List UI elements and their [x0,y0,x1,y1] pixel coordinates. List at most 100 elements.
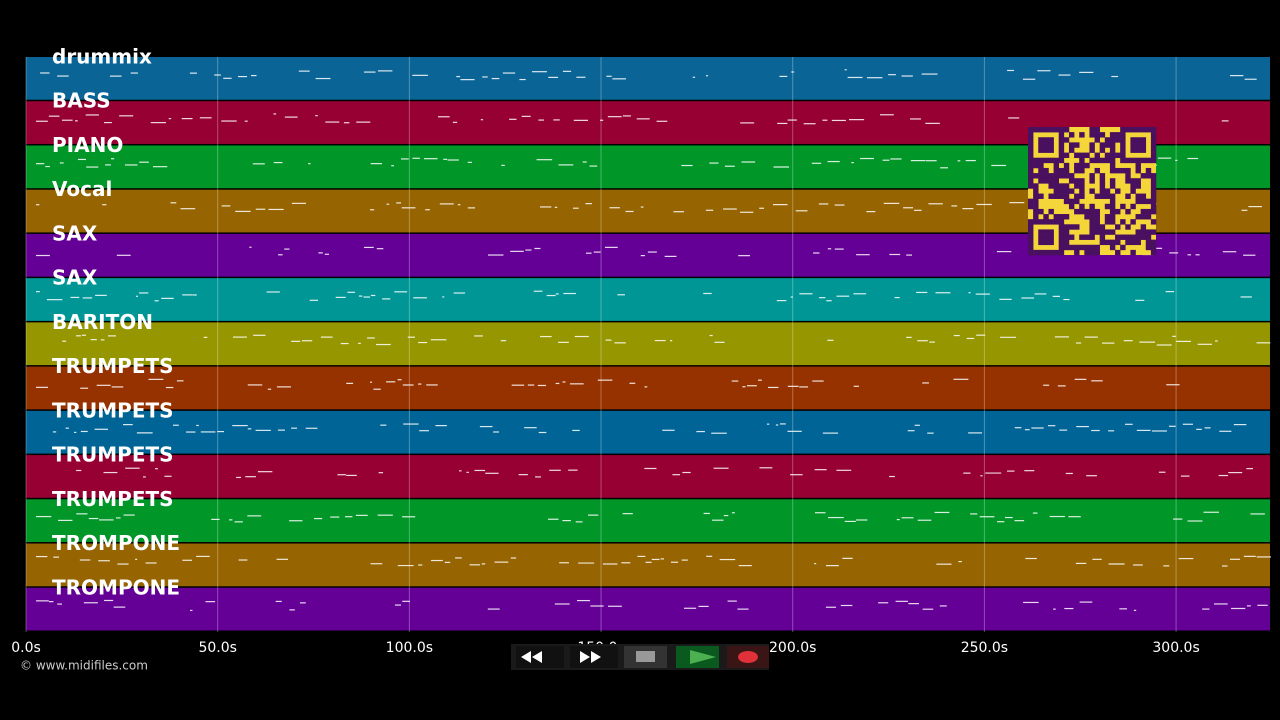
qr-cell [1048,249,1054,256]
qr-cell [1048,157,1054,164]
qr-cell [1058,142,1065,148]
qr-cell [1084,152,1090,159]
qr-cell [1150,178,1157,184]
qr-cell [1140,137,1147,143]
qr-cell [1140,208,1147,215]
track-name: SAX [52,221,98,245]
qr-cell [1120,142,1126,148]
qr-cell [1140,234,1147,240]
qr-cell [1043,239,1049,246]
qr-cell [1145,229,1152,235]
qr-cell [1140,193,1147,199]
qr-cell [1115,132,1121,138]
qr-cell [1063,193,1070,199]
qr-cell [1145,198,1152,205]
qr-cell [1145,157,1152,164]
qr-cell [1150,142,1157,148]
qr-cell [1120,137,1126,143]
qr-cell [1094,214,1100,220]
qr-cell [1063,198,1070,205]
forward-button[interactable] [570,646,618,668]
qr-cell [1099,239,1106,246]
qr-cell [1079,167,1085,174]
qr-cell [1074,162,1080,169]
qr-cell [1104,137,1111,143]
qr-cell [1125,173,1131,179]
track-row [26,587,1270,631]
play-button[interactable] [676,646,719,668]
qr-cell [1079,188,1085,194]
qr-cell [1048,137,1054,143]
stop-button[interactable] [624,646,667,668]
qr-cell [1033,193,1039,199]
qr-cell [1150,132,1157,138]
qr-cell [1048,229,1054,235]
qr-cell [1140,198,1147,205]
qr-cell [1115,239,1121,246]
qr-cell [1089,127,1095,133]
qr-cell [1140,147,1147,153]
qr-cell [1028,152,1034,159]
qr-cell [1033,208,1039,215]
qr-cell [1104,239,1111,246]
qr-cell [1043,173,1049,179]
qr-cell [1099,183,1106,189]
qr-cell [1074,193,1080,199]
qr-cell [1058,147,1065,153]
qr-cell [1120,167,1126,174]
qr-cell [1120,203,1126,210]
qr-cell [1053,249,1060,256]
qr-cell [1094,137,1100,143]
qr-cell [1028,234,1034,240]
qr-cell [1120,147,1126,153]
qr-cell [1028,157,1034,164]
qr-cell [1028,219,1034,225]
qr-cell [1058,193,1065,199]
qr-cell [1150,137,1157,143]
qr-cell [1120,234,1126,240]
qr-cell [1033,249,1039,256]
qr-cell [1079,178,1085,184]
qr-cell [1079,162,1085,169]
qr-cell [1079,132,1085,138]
qr-cell [1089,132,1095,138]
qr-cell [1033,219,1039,225]
track-name: Vocal [52,177,112,201]
rewind-button[interactable] [516,646,564,668]
qr-cell [1115,188,1121,194]
qr-cell [1130,219,1136,225]
qr-cell [1140,173,1147,179]
qr-cell [1074,208,1080,215]
qr-cell [1084,214,1090,220]
qr-cell [1084,162,1090,169]
qr-cell [1074,244,1080,251]
track-name: drummix [52,45,152,69]
qr-cell [1094,208,1100,215]
qr-cell [1048,219,1054,225]
qr-cell [1089,234,1095,240]
qr-cell [1074,224,1080,230]
qr-cell [1145,239,1152,246]
qr-cell [1130,234,1136,240]
track-labels: drummix BASS PIANO Vocal SAX SAX BARITON TRUMPE… [52,45,180,600]
qr-cell [1130,157,1136,164]
qr-cell [1074,183,1080,189]
qr-cell [1028,239,1034,246]
qr-cell [1125,208,1131,215]
qr-cell [1140,157,1147,164]
qr-cell [1109,162,1116,169]
qr-cell [1135,234,1141,240]
qr-cell [1033,198,1039,205]
qr-cell [1094,132,1100,138]
qr-cell [1150,244,1157,251]
qr-cell [1038,208,1044,215]
qr-cell [1053,214,1060,220]
track-name: SAX [52,266,98,290]
qr-cell [1150,173,1157,179]
qr-cell [1033,188,1039,194]
qr-cell [1028,178,1034,184]
qr-cell [1150,127,1157,133]
record-button[interactable] [727,646,769,668]
track-name: BASS [52,89,111,113]
